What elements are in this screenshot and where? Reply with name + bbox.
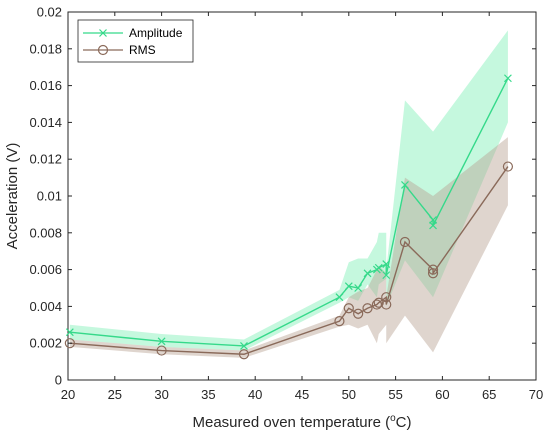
- point-rms: [373, 297, 384, 308]
- x-tick-label: 50: [342, 387, 356, 402]
- y-tick-label: 0.008: [29, 225, 62, 240]
- legend-box: [77, 19, 194, 63]
- point-amplitude: [429, 215, 437, 224]
- legend-rms-label: RMS: [129, 43, 156, 57]
- point-rms: [381, 299, 392, 310]
- point-rms: [343, 303, 354, 314]
- band-amplitude: [69, 30, 508, 351]
- point-rms: [238, 349, 250, 360]
- point-rms: [502, 161, 514, 172]
- legend-rms-circle-marker: [97, 44, 109, 56]
- point-amplitude: [354, 284, 363, 292]
- band-rms: [69, 137, 508, 358]
- y-tick-label: 0.01: [37, 189, 62, 204]
- point-amplitude: [401, 181, 409, 189]
- y-tick-label: 0.006: [29, 262, 62, 277]
- y-axis-ticks: 0 0.002 0.004 0.006 0.008 0.01 0.012 0.014 0.016…: [29, 5, 536, 388]
- confidence-bands: [69, 30, 508, 358]
- point-amplitude: [157, 337, 166, 346]
- legend: Amplitude RMS: [77, 19, 194, 63]
- y-tick-label: 0.018: [29, 41, 62, 56]
- x-tick-label: 30: [154, 387, 168, 402]
- x-tick-label: 55: [388, 387, 402, 402]
- point-rms: [427, 264, 439, 275]
- x-axis-label: Measured oven temperature (oC): [193, 413, 412, 431]
- line-rms: [69, 166, 509, 355]
- legend-amplitude-x-marker: [99, 29, 107, 37]
- point-amplitude: [382, 271, 391, 280]
- point-amplitude: [382, 260, 391, 269]
- x-tick-label: 65: [482, 387, 496, 402]
- point-amplitude: [429, 221, 437, 230]
- y-tick-label: 0.002: [29, 336, 62, 351]
- y-tick-label: 0.004: [29, 299, 62, 314]
- point-amplitude: [374, 263, 383, 272]
- x-tick-label: 70: [529, 387, 543, 402]
- y-tick-label: 0.012: [29, 152, 62, 167]
- x-tick-label: 25: [108, 387, 122, 402]
- y-tick-label: 0.016: [29, 78, 62, 93]
- plot-area: 20 25 30 35 40 45 50 55 60 65 70 00.0020.0040.0060…: [29, 5, 543, 403]
- point-rms: [334, 316, 345, 327]
- x-tick-label: 35: [201, 387, 215, 402]
- point-rms: [353, 308, 364, 319]
- x-axis-label-unit: C): [396, 414, 412, 431]
- y-tick-label: 0.02: [37, 5, 62, 20]
- x-tick-label: 60: [435, 387, 449, 402]
- point-rms: [381, 292, 392, 303]
- point-amplitude: [344, 282, 353, 291]
- legend-amplitude-label: Amplitude: [129, 26, 183, 40]
- x-tick-label: 45: [295, 387, 309, 402]
- legend-item-amplitude: Amplitude: [83, 26, 183, 40]
- y-tick-label: 0: [55, 373, 62, 388]
- point-amplitude: [363, 269, 372, 278]
- point-amplitude: [65, 328, 74, 337]
- y-axis-label: Acceleration (V): [4, 143, 21, 250]
- x-axis-ticks: 20 25 30 35 40 45 50 55 60 65 70: [61, 12, 543, 402]
- point-amplitude: [503, 74, 512, 83]
- x-tick-label: 40: [248, 387, 262, 402]
- x-axis-label-text: Measured oven temperature (: [193, 414, 391, 431]
- point-rms: [156, 345, 167, 356]
- point-rms: [362, 303, 373, 314]
- point-rms: [64, 338, 75, 349]
- point-amplitude: [335, 293, 344, 302]
- point-rms: [399, 236, 411, 248]
- legend-item-rms: RMS: [83, 43, 156, 57]
- y-tick-label: 0.014: [29, 115, 62, 130]
- point-amplitude: [240, 342, 248, 350]
- x-tick-label: 20: [61, 387, 75, 402]
- x-axis-label-degree: o: [390, 413, 396, 424]
- point-rms: [427, 268, 439, 279]
- series-markers: [64, 74, 514, 360]
